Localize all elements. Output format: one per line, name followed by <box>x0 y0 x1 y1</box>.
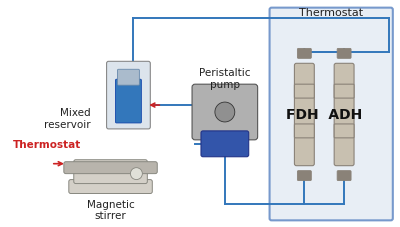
FancyBboxPatch shape <box>334 124 354 138</box>
FancyBboxPatch shape <box>106 61 150 129</box>
Text: Mixed
reservoir: Mixed reservoir <box>44 108 91 130</box>
Text: FDH  ADH: FDH ADH <box>286 108 362 122</box>
FancyBboxPatch shape <box>294 124 314 138</box>
FancyBboxPatch shape <box>192 84 258 140</box>
Text: Magnetic
stirrer: Magnetic stirrer <box>87 200 134 221</box>
FancyBboxPatch shape <box>116 79 141 123</box>
FancyBboxPatch shape <box>298 171 311 181</box>
FancyBboxPatch shape <box>337 48 351 58</box>
FancyBboxPatch shape <box>294 63 314 166</box>
FancyBboxPatch shape <box>337 171 351 181</box>
FancyBboxPatch shape <box>298 48 311 58</box>
FancyBboxPatch shape <box>64 162 157 174</box>
Circle shape <box>215 102 235 122</box>
Text: Thermostat: Thermostat <box>13 140 82 150</box>
FancyBboxPatch shape <box>334 84 354 98</box>
Circle shape <box>130 168 142 180</box>
FancyBboxPatch shape <box>69 180 152 193</box>
FancyBboxPatch shape <box>201 131 249 157</box>
Text: Peristaltic
pump: Peristaltic pump <box>199 68 250 90</box>
FancyBboxPatch shape <box>74 160 147 184</box>
FancyBboxPatch shape <box>270 8 393 220</box>
Text: Thermostat: Thermostat <box>299 8 363 18</box>
FancyBboxPatch shape <box>334 63 354 166</box>
FancyBboxPatch shape <box>294 84 314 98</box>
FancyBboxPatch shape <box>118 69 139 85</box>
